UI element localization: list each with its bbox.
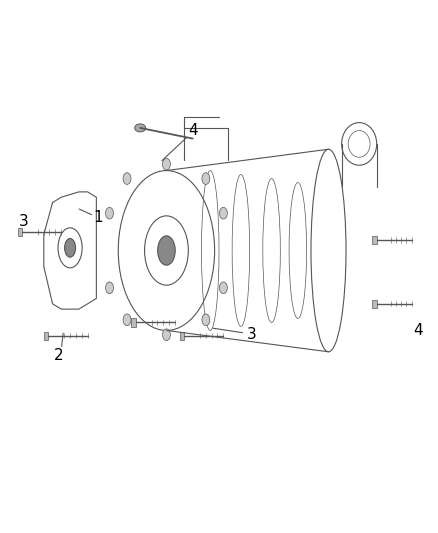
Ellipse shape — [219, 282, 227, 294]
Ellipse shape — [202, 173, 210, 184]
Text: 2: 2 — [54, 348, 64, 363]
Bar — [18, 228, 22, 236]
Ellipse shape — [162, 329, 170, 341]
Text: 4: 4 — [188, 123, 198, 138]
Ellipse shape — [135, 124, 145, 132]
Ellipse shape — [202, 314, 210, 326]
Ellipse shape — [65, 239, 75, 257]
Bar — [372, 236, 377, 244]
Bar — [372, 300, 377, 308]
Ellipse shape — [158, 236, 175, 265]
Bar — [131, 318, 136, 327]
Text: 3: 3 — [19, 214, 29, 229]
Ellipse shape — [123, 314, 131, 326]
Bar — [180, 332, 184, 340]
Ellipse shape — [219, 207, 227, 219]
Text: 1: 1 — [94, 210, 103, 225]
Ellipse shape — [106, 282, 113, 294]
Ellipse shape — [162, 158, 170, 170]
Bar — [44, 332, 48, 340]
Text: 3: 3 — [247, 327, 257, 342]
Ellipse shape — [106, 207, 113, 219]
Text: 4: 4 — [413, 323, 423, 338]
Ellipse shape — [123, 173, 131, 184]
